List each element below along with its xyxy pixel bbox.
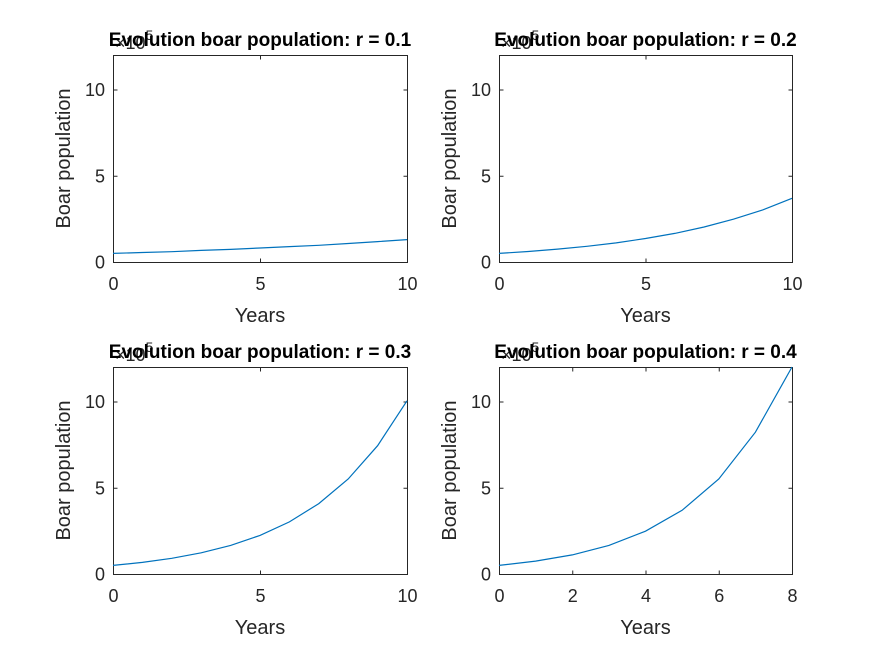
y-exponent-label: ×105 — [501, 27, 540, 53]
y-tick-label: 5 — [481, 166, 491, 186]
x-tick-label: 5 — [255, 586, 265, 606]
y-tick-label: 0 — [481, 565, 491, 585]
x-tick-label: 10 — [397, 274, 417, 294]
y-exponent-power: 5 — [146, 27, 154, 43]
x-tick-label: 0 — [494, 274, 504, 294]
y-axis-label: Boar population — [439, 88, 461, 228]
y-exponent-base: ×10 — [501, 345, 532, 365]
chart-title: Evolution boar population: r = 0.4 — [494, 342, 797, 363]
y-axis-label: Boar population — [439, 400, 461, 540]
y-tick-label: 0 — [481, 253, 491, 273]
x-tick-label: 0 — [494, 586, 504, 606]
x-axis-label: Years — [235, 617, 285, 639]
y-tick-label: 0 — [95, 565, 105, 585]
x-tick-label: 2 — [568, 586, 578, 606]
y-exponent-power: 5 — [532, 339, 540, 355]
plot-area — [499, 367, 793, 575]
y-exponent-power: 5 — [532, 27, 540, 43]
x-axis-label: Years — [620, 305, 670, 327]
chart-title: Evolution boar population: r = 0.1 — [109, 30, 412, 51]
y-exponent-label: ×105 — [115, 27, 154, 53]
y-exponent-base: ×10 — [115, 345, 146, 365]
y-axis-label: Boar population — [53, 400, 75, 540]
y-exponent-label: ×105 — [501, 339, 540, 365]
y-axis-label: Boar population — [53, 88, 75, 228]
y-tick-label: 0 — [95, 253, 105, 273]
chart-title: Evolution boar population: r = 0.3 — [109, 342, 411, 363]
y-exponent-base: ×10 — [115, 33, 146, 53]
series-line — [498, 366, 793, 566]
x-tick-label: 0 — [108, 274, 118, 294]
x-tick-label: 10 — [397, 586, 417, 606]
plot-area — [113, 55, 408, 263]
y-tick-label: 5 — [95, 166, 105, 186]
y-tick-label: 5 — [481, 478, 491, 498]
y-exponent-power: 5 — [146, 339, 154, 355]
y-tick-label: 5 — [95, 478, 105, 498]
x-axis-label: Years — [235, 305, 285, 327]
x-axis-label: Years — [620, 617, 670, 639]
y-tick-label: 10 — [471, 392, 491, 412]
x-tick-label: 0 — [108, 586, 118, 606]
y-exponent-base: ×10 — [501, 33, 532, 53]
plot-area — [113, 367, 408, 575]
x-tick-label: 10 — [782, 274, 802, 294]
series-line — [498, 197, 793, 254]
x-tick-label: 5 — [255, 274, 265, 294]
series-line — [112, 400, 408, 566]
x-tick-label: 5 — [641, 274, 651, 294]
chart-title: Evolution boar population: r = 0.2 — [494, 30, 796, 51]
y-tick-label: 10 — [85, 80, 105, 100]
plot-area — [499, 55, 793, 263]
x-tick-label: 6 — [714, 586, 724, 606]
x-tick-label: 4 — [641, 586, 651, 606]
series-line — [112, 239, 408, 254]
x-tick-label: 8 — [787, 586, 797, 606]
y-tick-label: 10 — [471, 80, 491, 100]
y-tick-label: 10 — [85, 392, 105, 412]
y-exponent-label: ×105 — [115, 339, 154, 365]
